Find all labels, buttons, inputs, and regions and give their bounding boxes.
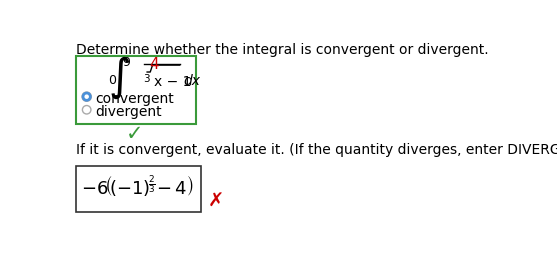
Text: Determine whether the integral is convergent or divergent.: Determine whether the integral is conver… xyxy=(76,43,488,57)
Text: $\int$: $\int$ xyxy=(109,54,130,101)
Text: $-6\!\left(\!(-1)^{\!\frac{2}{3}}\!-4\right)$: $-6\!\left(\!(-1)^{\!\frac{2}{3}}\!-4\ri… xyxy=(81,173,194,199)
Text: divergent: divergent xyxy=(95,105,162,119)
Text: 9: 9 xyxy=(123,56,130,69)
Text: dx: dx xyxy=(184,73,201,88)
FancyBboxPatch shape xyxy=(76,166,202,212)
Circle shape xyxy=(85,95,88,98)
Text: 0: 0 xyxy=(109,74,116,87)
Circle shape xyxy=(82,93,91,101)
Text: convergent: convergent xyxy=(95,92,174,106)
Circle shape xyxy=(82,106,91,114)
Text: If it is convergent, evaluate it. (If the quantity diverges, enter DIVERGES.): If it is convergent, evaluate it. (If th… xyxy=(76,143,557,157)
Text: x − 1: x − 1 xyxy=(154,75,192,89)
Text: 3: 3 xyxy=(143,74,150,84)
FancyBboxPatch shape xyxy=(76,56,196,124)
Text: 4: 4 xyxy=(149,57,159,72)
Text: ✗: ✗ xyxy=(208,192,224,211)
Text: ✓: ✓ xyxy=(125,124,143,144)
